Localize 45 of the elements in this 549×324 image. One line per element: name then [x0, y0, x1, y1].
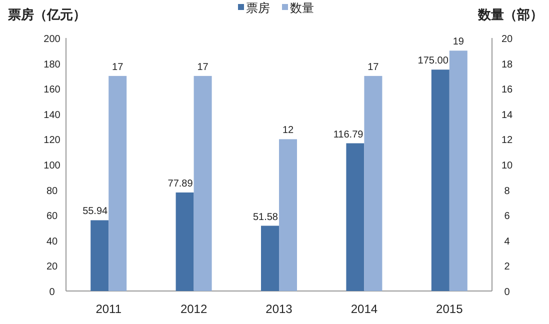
y-tick-label: 40: [46, 236, 58, 248]
data-label: 51.58: [252, 212, 278, 223]
y2-tick-label: 2: [504, 262, 510, 273]
data-label: 19: [452, 36, 464, 48]
x-tick-label: 2015: [436, 302, 464, 316]
x-tick-label: 2014: [350, 302, 378, 316]
y2-tick-label: 12: [501, 135, 513, 146]
y2-axis-title: 数量（部）: [477, 7, 543, 22]
y-tick-label: 180: [44, 59, 61, 70]
y-tick-label: 120: [44, 135, 61, 146]
data-label: 175.00: [418, 56, 449, 67]
legend-label: 票房: [246, 1, 270, 15]
y-axis-title: 票房（亿元）: [7, 7, 86, 22]
y-tick-label: 160: [44, 84, 61, 96]
y-tick-label: 20: [46, 262, 58, 273]
y-tick-label: 140: [44, 110, 61, 121]
bar: [279, 139, 297, 291]
x-tick-label: 2012: [180, 302, 208, 316]
data-label: 17: [197, 62, 209, 73]
y-tick-label: 60: [46, 211, 58, 222]
data-label: 17: [112, 62, 124, 73]
bar: [194, 76, 212, 291]
y2-tick-label: 10: [501, 160, 513, 172]
y2-tick-label: 16: [501, 84, 513, 96]
y-tick-label: 100: [44, 160, 61, 172]
y2-tick-label: 14: [501, 110, 513, 121]
legend-label: 数量: [290, 1, 314, 15]
y2-tick-label: 18: [501, 59, 513, 70]
data-label: 77.89: [168, 178, 194, 190]
data-label: 116.79: [333, 129, 364, 140]
x-tick-label: 2013: [266, 302, 293, 316]
y2-tick-label: 6: [504, 211, 510, 222]
bar: [108, 76, 127, 291]
y-tick-label: 0: [49, 287, 56, 298]
data-label: 17: [368, 62, 380, 73]
y-tick-label: 200: [44, 34, 61, 45]
y-tick-label: 80: [46, 186, 58, 197]
x-tick-label: 2011: [96, 302, 122, 316]
y2-tick-label: 20: [501, 34, 513, 45]
y2-tick-label: 4: [504, 236, 510, 248]
y2-tick-label: 8: [504, 186, 510, 197]
bar: [90, 220, 109, 291]
data-label: 55.94: [82, 206, 108, 218]
y2-tick-label: 0: [504, 287, 510, 298]
data-label: 12: [282, 125, 294, 136]
